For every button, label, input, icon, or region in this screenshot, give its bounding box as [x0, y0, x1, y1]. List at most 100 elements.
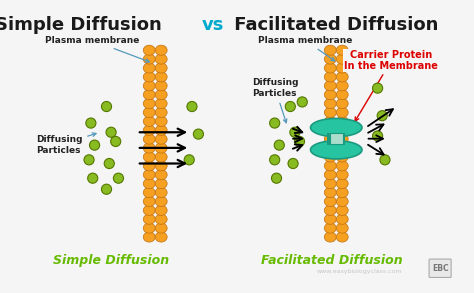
Circle shape [373, 131, 383, 141]
Ellipse shape [143, 179, 155, 189]
Ellipse shape [310, 141, 362, 159]
Ellipse shape [324, 223, 336, 233]
Circle shape [294, 136, 305, 146]
Circle shape [101, 101, 111, 112]
Ellipse shape [155, 143, 167, 153]
Ellipse shape [143, 45, 155, 55]
Ellipse shape [336, 90, 348, 100]
Text: Diffusing
Particles: Diffusing Particles [36, 133, 96, 155]
Ellipse shape [336, 161, 348, 171]
Circle shape [274, 140, 284, 150]
Circle shape [297, 97, 307, 107]
Ellipse shape [324, 63, 336, 73]
Ellipse shape [324, 152, 336, 162]
Ellipse shape [324, 108, 336, 117]
Ellipse shape [155, 81, 167, 91]
Ellipse shape [324, 45, 336, 55]
Ellipse shape [143, 188, 155, 197]
Ellipse shape [336, 170, 348, 180]
Circle shape [285, 101, 295, 112]
Ellipse shape [155, 54, 167, 64]
Text: Diffusing
Particles: Diffusing Particles [252, 79, 298, 123]
Ellipse shape [324, 161, 336, 171]
Ellipse shape [143, 125, 155, 135]
Text: Simple Diffusion: Simple Diffusion [0, 16, 168, 34]
Ellipse shape [336, 196, 348, 207]
Ellipse shape [155, 214, 167, 224]
Ellipse shape [155, 170, 167, 180]
Circle shape [106, 127, 116, 137]
Ellipse shape [336, 54, 348, 64]
Circle shape [377, 111, 387, 121]
Circle shape [187, 101, 197, 112]
Ellipse shape [324, 179, 336, 189]
Ellipse shape [155, 196, 167, 207]
Ellipse shape [155, 232, 167, 242]
Bar [327, 133, 346, 145]
Ellipse shape [155, 98, 167, 109]
Ellipse shape [336, 63, 348, 73]
Circle shape [288, 159, 298, 168]
Ellipse shape [143, 116, 155, 126]
Ellipse shape [336, 98, 348, 109]
Ellipse shape [143, 161, 155, 171]
Text: Simple Diffusion: Simple Diffusion [53, 254, 169, 268]
Ellipse shape [143, 54, 155, 64]
Ellipse shape [155, 90, 167, 100]
Circle shape [373, 83, 383, 93]
Ellipse shape [324, 205, 336, 215]
Ellipse shape [336, 143, 348, 153]
Circle shape [104, 159, 114, 168]
Circle shape [101, 184, 111, 194]
Ellipse shape [155, 45, 167, 55]
Circle shape [113, 173, 124, 183]
Ellipse shape [336, 45, 348, 55]
Ellipse shape [143, 223, 155, 233]
Ellipse shape [155, 161, 167, 171]
Text: vs: vs [201, 16, 224, 34]
Ellipse shape [324, 90, 336, 100]
Circle shape [380, 155, 390, 165]
Ellipse shape [336, 134, 348, 144]
Ellipse shape [143, 72, 155, 82]
Ellipse shape [336, 223, 348, 233]
Ellipse shape [143, 108, 155, 117]
Text: Facilitated Diffusion: Facilitated Diffusion [261, 254, 402, 268]
Ellipse shape [155, 63, 167, 73]
Ellipse shape [324, 214, 336, 224]
Ellipse shape [143, 205, 155, 215]
Ellipse shape [336, 108, 348, 117]
Ellipse shape [336, 152, 348, 162]
Circle shape [193, 129, 203, 139]
Ellipse shape [155, 223, 167, 233]
Ellipse shape [336, 81, 348, 91]
FancyBboxPatch shape [429, 259, 451, 277]
Text: www.easybiologyclass.com: www.easybiologyclass.com [317, 270, 402, 275]
Text: EBC: EBC [432, 264, 448, 273]
Ellipse shape [155, 179, 167, 189]
Ellipse shape [143, 170, 155, 180]
Ellipse shape [143, 90, 155, 100]
Ellipse shape [336, 72, 348, 82]
Ellipse shape [310, 118, 362, 137]
Ellipse shape [324, 196, 336, 207]
Circle shape [272, 173, 282, 183]
Ellipse shape [336, 205, 348, 215]
Circle shape [90, 140, 100, 150]
Bar [154, 57, 157, 239]
Circle shape [84, 155, 94, 165]
Ellipse shape [143, 196, 155, 207]
Circle shape [184, 155, 194, 165]
Ellipse shape [155, 205, 167, 215]
Ellipse shape [143, 232, 155, 242]
Text: Plasma membrane: Plasma membrane [45, 36, 149, 62]
Ellipse shape [324, 125, 336, 135]
Ellipse shape [324, 134, 336, 144]
Ellipse shape [143, 152, 155, 162]
Ellipse shape [324, 116, 336, 126]
Ellipse shape [143, 214, 155, 224]
Bar [335, 57, 338, 239]
Text: Carrier Protein
In the Membrane: Carrier Protein In the Membrane [345, 50, 438, 121]
Ellipse shape [336, 179, 348, 189]
Ellipse shape [336, 116, 348, 126]
